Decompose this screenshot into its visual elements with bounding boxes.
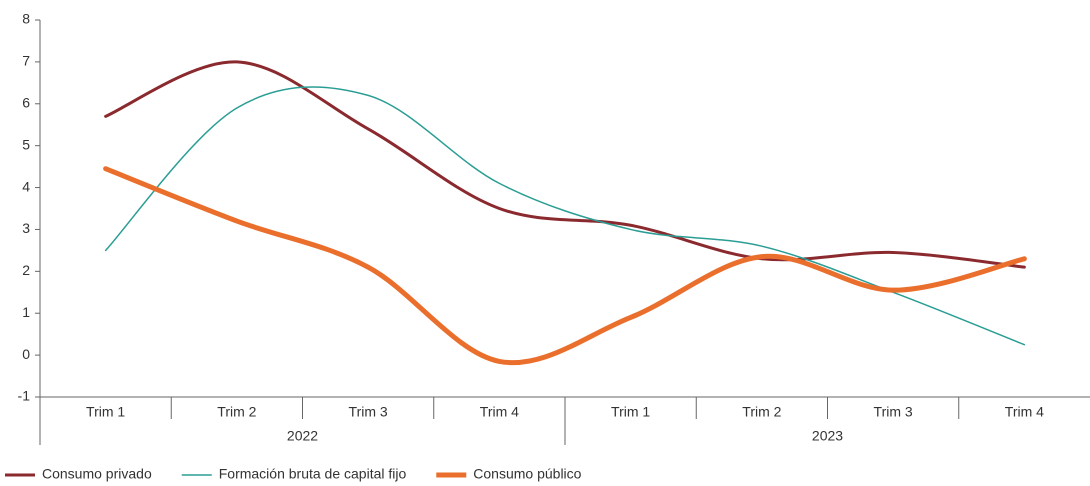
y-tick-label: 5 (22, 136, 30, 152)
x-tick-label: Trim 3 (349, 404, 388, 420)
y-tick-label: -1 (18, 388, 31, 404)
group-label: 2022 (287, 428, 318, 444)
line-series (104, 86, 1026, 346)
y-tick-label: 4 (22, 178, 30, 194)
legend-label: Consumo privado (42, 466, 152, 482)
x-tick-label: Trim 1 (611, 404, 650, 420)
y-tick-label: 3 (22, 220, 30, 236)
x-tick-label: Trim 1 (86, 404, 125, 420)
x-tick-label: Trim 3 (874, 404, 913, 420)
y-tick-label: 7 (22, 53, 30, 69)
line-series (104, 60, 1026, 269)
y-tick-label: 8 (22, 11, 30, 27)
x-tick-label: Trim 4 (1005, 404, 1044, 420)
line-series (103, 166, 1027, 366)
legend-label: Formación bruta de capital fijo (219, 466, 407, 482)
y-tick-label: 0 (22, 346, 30, 362)
x-tick-label: Trim 2 (742, 404, 781, 420)
y-tick-label: 6 (22, 94, 30, 110)
group-label: 2023 (812, 428, 843, 444)
legend-label: Consumo público (473, 466, 581, 482)
y-tick-label: 2 (22, 262, 30, 278)
y-tick-label: 1 (22, 304, 30, 320)
x-tick-label: Trim 2 (217, 404, 256, 420)
x-tick-label: Trim 4 (480, 404, 519, 420)
